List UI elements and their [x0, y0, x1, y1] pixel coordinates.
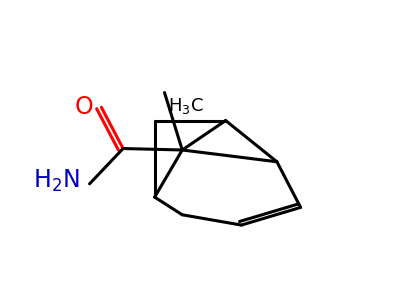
Text: O: O	[75, 95, 94, 119]
Text: H$_3$C: H$_3$C	[168, 95, 204, 116]
Text: H$_2$N: H$_2$N	[33, 168, 80, 194]
